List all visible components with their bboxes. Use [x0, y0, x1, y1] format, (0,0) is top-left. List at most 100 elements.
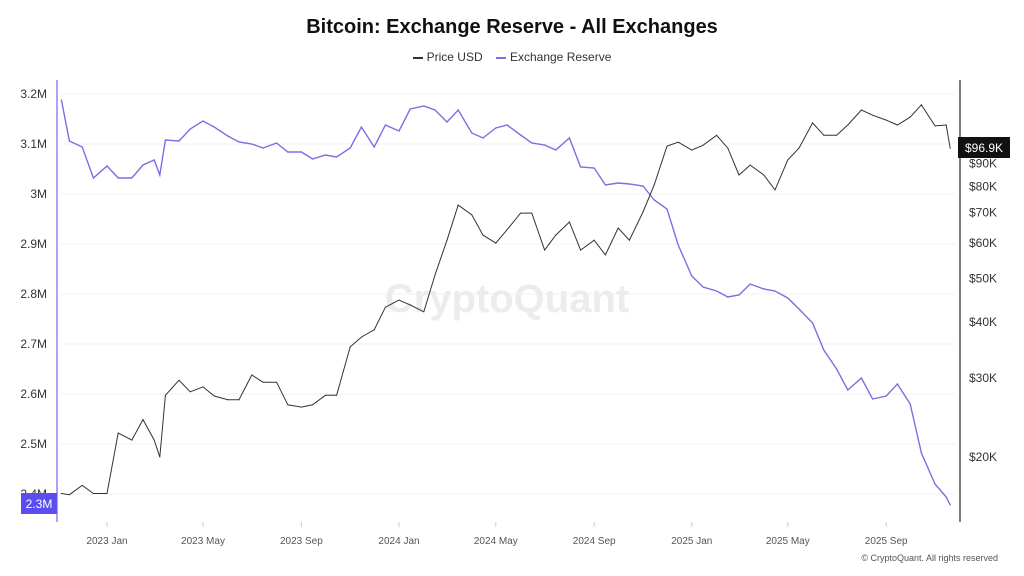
reserve-point: [836, 368, 838, 370]
x-axis: 2023 Jan 2023 May 2023 Sep 2024 Jan 2024 May…: [86, 522, 908, 547]
price-point: [60, 493, 62, 494]
reserve-point: [434, 109, 436, 111]
left-tick-label: 2.7M: [20, 337, 47, 351]
price-point: [262, 381, 264, 383]
reserve-point: [178, 140, 180, 142]
price-point: [860, 109, 862, 111]
legend-item-reserve[interactable]: Exchange Reserve: [495, 50, 612, 64]
reserve-point: [909, 403, 911, 405]
right-y-axis: $90K $80K $70K $60K $50K $40K $30K $20K: [969, 157, 997, 464]
price-point: [131, 439, 133, 441]
price-point: [276, 381, 278, 383]
reserve-point: [276, 142, 278, 144]
reserve-point: [847, 389, 849, 391]
left-tick-label: 2.6M: [20, 387, 47, 401]
right-tick-label: $20K: [969, 450, 997, 464]
left-tick-label: 2.5M: [20, 437, 47, 451]
right-tick-label: $70K: [969, 206, 997, 220]
reserve-point: [934, 483, 936, 485]
reserve-point: [920, 452, 923, 454]
reserve-point: [716, 290, 718, 292]
left-tick-label: 3M: [30, 187, 47, 201]
left-tick-label: 2.9M: [20, 237, 47, 251]
reserve-point: [812, 322, 814, 324]
legend-item-price[interactable]: Price USD: [412, 50, 483, 64]
reserve-point: [787, 297, 789, 299]
price-point: [142, 419, 144, 421]
price-point: [423, 311, 425, 313]
reserve-point: [106, 165, 108, 167]
price-point: [909, 116, 911, 118]
right-tick-label: $30K: [969, 371, 997, 385]
price-point: [836, 134, 838, 136]
reserve-current-badge: 2.3M: [21, 493, 57, 514]
price-point: [555, 234, 557, 236]
reserve-point: [642, 185, 644, 187]
price-point: [409, 304, 411, 306]
right-tick-label: $60K: [969, 236, 997, 250]
legend-swatch-price: [412, 57, 423, 59]
price-point: [934, 125, 936, 127]
price-point: [677, 141, 679, 143]
reserve-point: [446, 121, 448, 123]
reserve-point: [896, 383, 899, 385]
price-current-badge: $96.9K: [958, 137, 1010, 158]
reserve-point: [227, 135, 229, 137]
series-line-exchange-reserve: [60, 99, 951, 506]
reserve-point: [727, 296, 729, 298]
price-point: [360, 336, 362, 338]
reserve-point: [691, 275, 693, 277]
price-point: [568, 221, 570, 223]
legend-label-reserve: Exchange Reserve: [509, 50, 612, 64]
x-tick-label: 2024 May: [474, 536, 518, 547]
price-point: [189, 391, 191, 393]
reserve-point: [251, 143, 253, 145]
reserve-point: [774, 290, 776, 292]
price-point: [666, 145, 668, 147]
price-point: [349, 346, 351, 348]
reserve-point: [544, 144, 546, 146]
reserve-point: [617, 182, 619, 184]
x-tick-label: 2023 Sep: [280, 536, 323, 547]
copyright-footer: © CryptoQuant. All rights reserved: [861, 553, 998, 563]
reserve-point: [300, 151, 302, 153]
reserve-point: [604, 184, 607, 186]
right-tick-label: $40K: [969, 315, 997, 329]
price-point: [117, 432, 119, 434]
price-point: [178, 379, 180, 381]
price-point: [945, 124, 947, 126]
right-tick-label: $50K: [969, 271, 997, 285]
price-point: [763, 174, 765, 176]
reserve-point: [159, 174, 161, 176]
reserve-point: [68, 140, 70, 142]
series-line-price-usd: [61, 103, 951, 496]
reserve-point: [142, 164, 144, 166]
reserve-point: [384, 124, 386, 126]
price-point: [716, 134, 718, 136]
reserve-point: [531, 142, 533, 144]
price-point: [81, 484, 83, 486]
reserve-point: [506, 124, 508, 126]
price-point: [774, 189, 776, 191]
price-point: [812, 122, 814, 124]
reserve-point: [349, 147, 351, 149]
reserve-point: [555, 149, 557, 151]
price-point: [628, 239, 630, 241]
price-point: [238, 399, 240, 401]
reserve-point: [202, 120, 204, 122]
price-point: [446, 239, 448, 241]
reserve-point: [117, 177, 119, 179]
watermark: CryptoQuant: [385, 277, 629, 321]
price-point: [604, 254, 606, 256]
price-point: [312, 404, 314, 406]
price-point: [287, 404, 289, 406]
price-point: [336, 394, 338, 396]
reserve-point: [409, 108, 411, 110]
reserve-point: [360, 126, 362, 128]
reserve-point: [885, 395, 887, 397]
reserve-point: [238, 141, 240, 143]
reserve-point: [131, 177, 133, 179]
reserve-point: [677, 244, 679, 246]
price-point: [506, 229, 508, 231]
